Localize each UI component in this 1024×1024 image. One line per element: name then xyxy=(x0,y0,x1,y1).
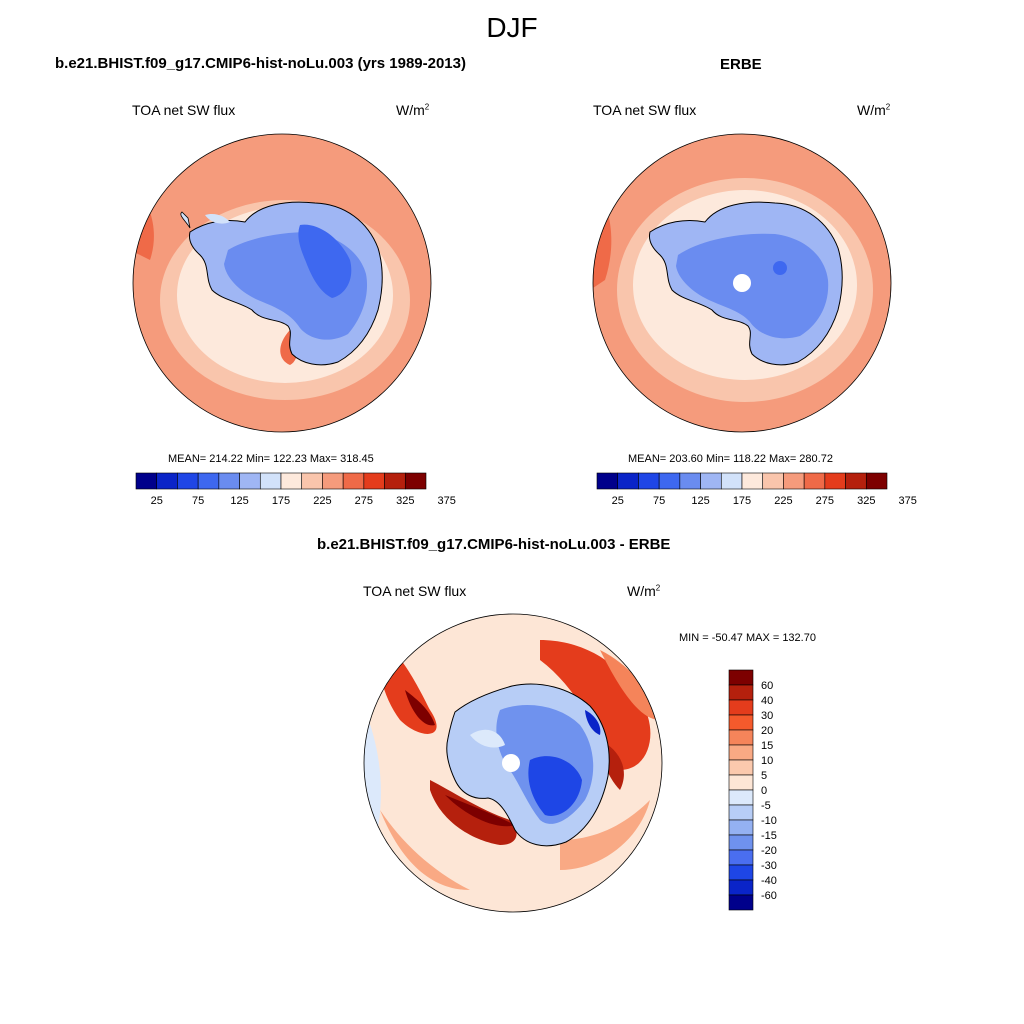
panel-3-colorbar-swatch xyxy=(728,759,754,776)
panel-2-colorbar-tick-label: 325 xyxy=(857,495,875,507)
panel-3-colorbar-swatch xyxy=(728,669,754,686)
panel-3-colorbar-swatch xyxy=(728,864,754,881)
panel-2-variable: TOA net SW flux xyxy=(593,102,697,118)
panel-3-colorbar-swatch xyxy=(728,684,754,701)
panel-2-colorbar-swatch xyxy=(596,472,619,490)
panel-3-colorbar-tick-label: -60 xyxy=(761,890,777,902)
panel-2-units: W/m2 xyxy=(857,102,891,118)
panel-2-colorbar-swatch xyxy=(783,472,805,490)
panel-1-colorbar: 25 75 125 175 225 275 325 375 xyxy=(135,472,456,507)
panel-2-colorbar-tick-label: 375 xyxy=(899,495,917,507)
panel-2-stats: MEAN= 203.60 Min= 118.22 Max= 280.72 xyxy=(628,453,833,465)
panel-1-colorbar-tick-label: 325 xyxy=(396,495,414,507)
panel-2-colorbar-swatch xyxy=(720,472,743,490)
panel-3-colorbar-swatch xyxy=(728,894,754,911)
panel-2-colorbar-tick-label: 175 xyxy=(733,495,751,507)
panel-3-colorbar-swatch xyxy=(728,879,754,896)
panel-3-colorbar-tick-label: 10 xyxy=(761,755,773,767)
panel-3-title: b.e21.BHIST.f09_g17.CMIP6-hist-noLu.003 … xyxy=(317,536,671,553)
panel-1-colorbar-swatch xyxy=(384,472,406,490)
panel-2-colorbar-tick-label: 125 xyxy=(691,495,709,507)
panel-1-colorbar-tick-label: 75 xyxy=(192,495,204,507)
panel-2-colorbar-swatch xyxy=(845,472,867,490)
panel-1-colorbar-swatch xyxy=(363,472,385,490)
panel-2-colorbar-swatch xyxy=(824,472,846,490)
panel-3-colorbar-tick-label: -30 xyxy=(761,860,777,872)
figure-title: DJF xyxy=(486,12,538,43)
panel-3-colorbar-swatch xyxy=(728,789,754,806)
panel-2-colorbar-swatch xyxy=(762,472,784,490)
panel-1-colorbar-swatch xyxy=(301,472,323,490)
panel-1-colorbar-tick-label: 125 xyxy=(230,495,248,507)
panel-3-colorbar-tick-label: 0 xyxy=(761,785,767,797)
panel-1-colorbar-tick-label: 175 xyxy=(272,495,290,507)
panel-2-colorbar-swatch xyxy=(617,472,639,490)
panel-1-colorbar-tick-label: 225 xyxy=(313,495,331,507)
panel-3-colorbar-tick-label: -15 xyxy=(761,830,777,842)
panel-2-colorbar-tick-label: 75 xyxy=(653,495,665,507)
panel-1-title: b.e21.BHIST.f09_g17.CMIP6-hist-noLu.003 … xyxy=(55,55,466,72)
panel-1-colorbar-tick-label: 275 xyxy=(355,495,373,507)
panel-3-colorbar: 60 40 30 20 15 10 5 0 -5 -10 -15 -20 -30 -40 -60 xyxy=(728,669,777,911)
panel-1-map xyxy=(132,133,432,433)
panel-1-stats: MEAN= 214.22 Min= 122.23 Max= 318.45 xyxy=(168,453,374,465)
panel-1-colorbar-tick-label: 25 xyxy=(151,495,163,507)
panel-1-colorbar-swatch xyxy=(177,472,199,490)
panel-3-colorbar-tick-label: 60 xyxy=(761,680,773,692)
panel-1-units: W/m2 xyxy=(396,102,430,118)
panel-2-colorbar-swatch xyxy=(638,472,660,490)
panel-1-colorbar-tick-label: 375 xyxy=(438,495,456,507)
panel-1-colorbar-swatch xyxy=(156,472,178,490)
panel-2-colorbar-swatch xyxy=(865,472,888,490)
panel-3-colorbar-tick-label: 30 xyxy=(761,710,773,722)
panel-3-colorbar-swatch xyxy=(728,804,754,821)
panel-2-colorbar-tick-label: 225 xyxy=(774,495,792,507)
panel-3-colorbar-swatch xyxy=(728,774,754,791)
panel-1-variable: TOA net SW flux xyxy=(132,102,236,118)
panel-1-colorbar-swatch xyxy=(135,472,158,490)
panel-2-colorbar: 25 75 125 175 225 275 325 375 xyxy=(596,472,917,507)
panel-3-colorbar-swatch xyxy=(728,834,754,851)
panel-3-colorbar-tick-label: -10 xyxy=(761,815,777,827)
panel-2-colorbar-swatch xyxy=(803,472,826,490)
panel-3-colorbar-swatch xyxy=(728,819,754,836)
panel-3-colorbar-tick-label: -5 xyxy=(761,800,771,812)
panel-3-map xyxy=(363,613,663,913)
panel-3-colorbar-tick-label: 15 xyxy=(761,740,773,752)
panel-3-colorbar-tick-label: 20 xyxy=(761,725,773,737)
panel-3-colorbar-tick-label: -40 xyxy=(761,875,777,887)
panel-1-colorbar-swatch xyxy=(342,472,365,490)
panel-1-colorbar-swatch xyxy=(197,472,220,490)
panel-1-colorbar-swatch xyxy=(239,472,261,490)
panel-2-colorbar-swatch xyxy=(741,472,764,490)
panel-3-colorbar-tick-label: 5 xyxy=(761,770,767,782)
panel-2-colorbar-tick-label: 25 xyxy=(612,495,624,507)
panel-3-colorbar-swatch xyxy=(728,729,754,746)
panel-2-map xyxy=(592,133,892,433)
panel-3-colorbar-swatch xyxy=(728,744,754,761)
panel-2-colorbar-swatch xyxy=(658,472,681,490)
panel-3-variable: TOA net SW flux xyxy=(363,583,467,599)
panel-3-units: W/m2 xyxy=(627,583,661,599)
panel-1-colorbar-swatch xyxy=(218,472,240,490)
panel-1-colorbar-swatch xyxy=(404,472,427,490)
panel-3-colorbar-tick-label: -20 xyxy=(761,845,777,857)
panel-2-colorbar-swatch xyxy=(679,472,701,490)
panel-3-colorbar-swatch xyxy=(728,849,754,866)
panel-2-title: ERBE xyxy=(720,56,762,73)
panel-2-colorbar-tick-label: 275 xyxy=(816,495,834,507)
panel-1-colorbar-swatch xyxy=(259,472,282,490)
panel-3-colorbar-tick-label: 40 xyxy=(761,695,773,707)
panel-1-colorbar-swatch xyxy=(322,472,344,490)
panel-2-colorbar-swatch xyxy=(700,472,722,490)
panel-3-colorbar-swatch xyxy=(728,699,754,716)
panel-3-colorbar-swatch xyxy=(728,714,754,731)
panel-1-colorbar-swatch xyxy=(280,472,303,490)
panel-3-stats: MIN = -50.47 MAX = 132.70 xyxy=(679,632,816,644)
